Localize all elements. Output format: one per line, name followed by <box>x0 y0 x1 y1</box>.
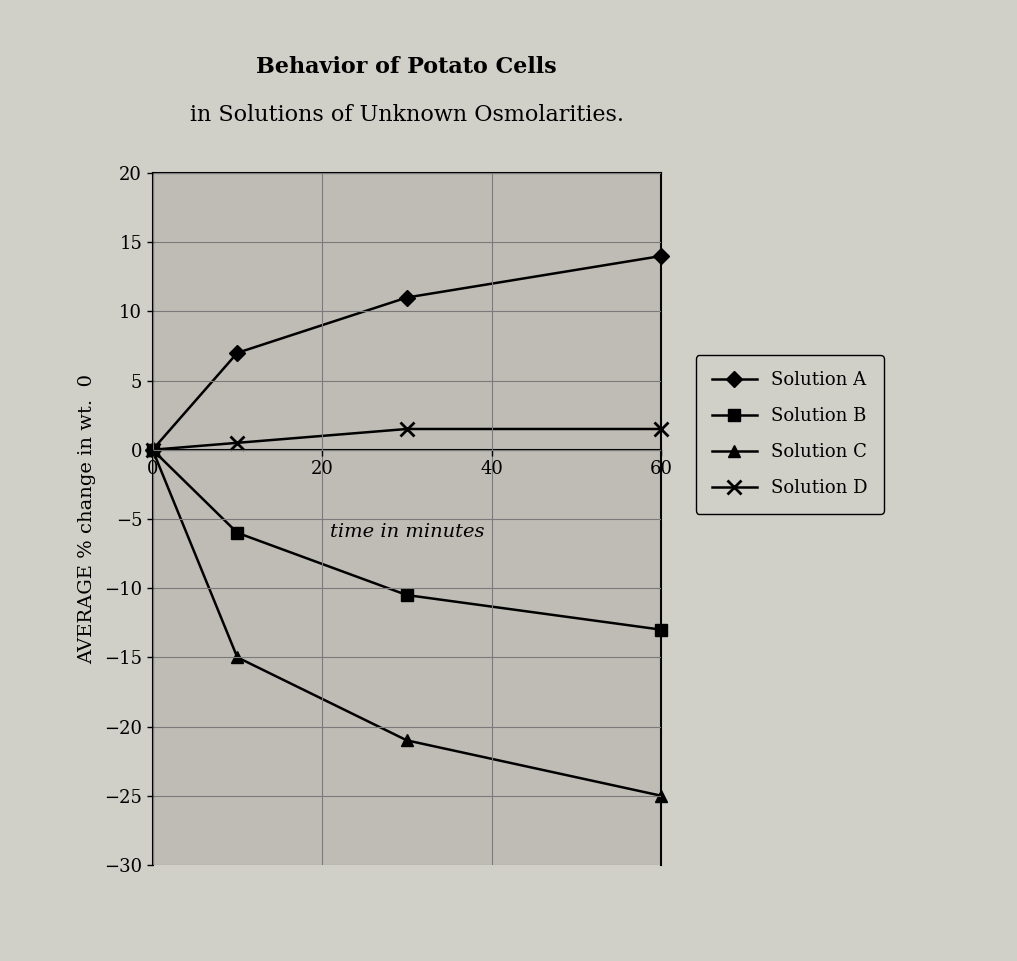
Solution D <box>146 444 159 456</box>
Solution A <box>655 250 667 261</box>
Line: Solution A: Solution A <box>147 251 666 456</box>
Text: in Solutions of Unknown Osmolarities.: in Solutions of Unknown Osmolarities. <box>190 105 623 126</box>
Solution A <box>231 347 243 358</box>
Solution D <box>231 437 243 449</box>
X-axis label: time in minutes: time in minutes <box>330 523 484 541</box>
Line: Solution C: Solution C <box>147 444 666 801</box>
Line: Solution B: Solution B <box>147 444 666 635</box>
Solution C <box>401 734 413 746</box>
Solution B <box>655 624 667 635</box>
Solution C <box>146 444 159 456</box>
Line: Solution D: Solution D <box>145 422 668 456</box>
Solution C <box>231 652 243 663</box>
Y-axis label: AVERAGE % change in wt.  0: AVERAGE % change in wt. 0 <box>77 374 96 664</box>
Solution B <box>401 589 413 601</box>
Text: Behavior of Potato Cells: Behavior of Potato Cells <box>256 57 557 78</box>
Solution D <box>401 423 413 434</box>
Solution D <box>655 423 667 434</box>
Solution B <box>231 527 243 538</box>
Legend: Solution A, Solution B, Solution C, Solution D: Solution A, Solution B, Solution C, Solu… <box>696 355 884 513</box>
Solution C <box>655 790 667 801</box>
Solution B <box>146 444 159 456</box>
Solution A <box>146 444 159 456</box>
Solution A <box>401 292 413 304</box>
